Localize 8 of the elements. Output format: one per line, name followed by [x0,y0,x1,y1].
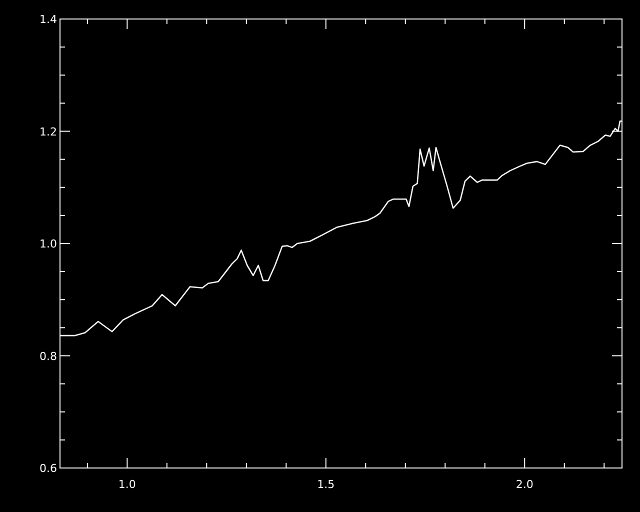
x-tick-label: 1.0 [118,478,136,491]
x-tick-label: 2.0 [516,478,534,491]
x-tick-label: 1.5 [317,478,335,491]
y-tick-label: 0.8 [40,350,57,363]
y-tick-label: 1.0 [40,238,57,250]
y-tick-label: 1.2 [40,125,57,138]
y-tick-label: 1.4 [40,13,57,26]
y-tick-label: 0.6 [40,462,57,475]
